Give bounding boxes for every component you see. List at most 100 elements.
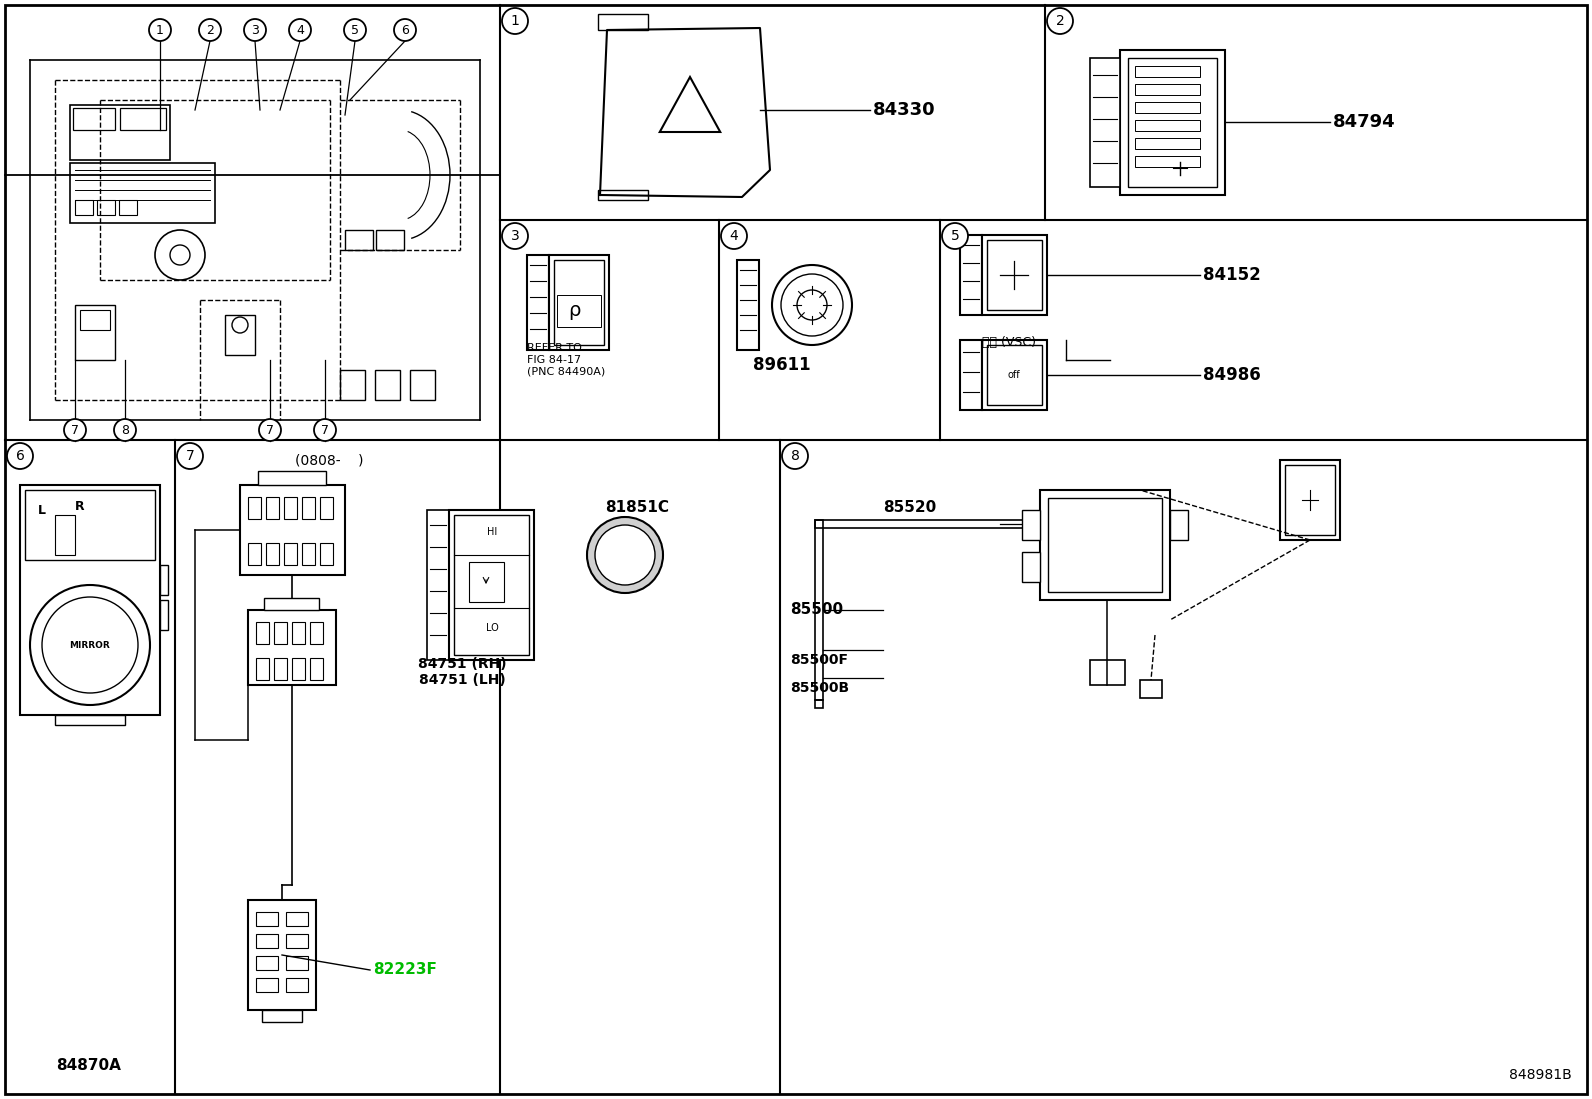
Bar [960, 340, 982, 410]
Circle shape [782, 443, 809, 469]
Bar [97, 200, 115, 215]
Text: 8: 8 [791, 449, 799, 463]
Bar [75, 306, 115, 360]
Text: 6: 6 [16, 449, 24, 463]
Text: 82223F: 82223F [373, 963, 436, 977]
Bar [960, 235, 982, 315]
Text: 84870A: 84870A [57, 1057, 121, 1073]
Bar [1129, 58, 1216, 187]
Text: 84794: 84794 [1333, 113, 1396, 131]
Bar [264, 598, 318, 610]
Text: (0808-    ): (0808- ) [295, 453, 363, 467]
Bar [376, 370, 400, 400]
Bar [310, 658, 323, 680]
Bar [56, 515, 75, 555]
Bar [75, 200, 92, 215]
Bar [256, 658, 269, 680]
Circle shape [64, 419, 86, 441]
Bar [411, 370, 435, 400]
Text: 85500F: 85500F [790, 653, 849, 667]
Circle shape [501, 8, 529, 34]
Bar [310, 622, 323, 644]
Bar [283, 543, 298, 565]
Text: 2: 2 [1055, 14, 1065, 27]
Circle shape [997, 257, 1032, 293]
Bar [1022, 510, 1040, 540]
Bar [1121, 49, 1224, 195]
Text: MIRROR: MIRROR [70, 641, 110, 650]
Bar [554, 260, 603, 345]
Bar [1040, 490, 1170, 600]
Bar [263, 1010, 302, 1022]
Text: 3: 3 [511, 229, 519, 243]
Bar [982, 235, 1048, 315]
Bar [1135, 102, 1200, 113]
Circle shape [1293, 482, 1328, 518]
Bar [291, 622, 306, 644]
Circle shape [501, 223, 529, 249]
Bar [737, 260, 759, 349]
Circle shape [1048, 8, 1073, 34]
Bar [256, 934, 279, 948]
Circle shape [393, 19, 416, 41]
Bar [1135, 138, 1200, 149]
Bar [266, 543, 279, 565]
Text: 7: 7 [72, 423, 80, 436]
Text: R: R [75, 500, 84, 513]
Bar [70, 163, 215, 223]
Bar [599, 14, 648, 30]
Bar [1135, 66, 1200, 77]
Text: 85520: 85520 [884, 500, 936, 515]
Bar [449, 510, 533, 660]
Bar [302, 497, 315, 519]
Text: 5: 5 [950, 229, 960, 243]
Bar [256, 622, 269, 644]
Bar [266, 497, 279, 519]
Bar [527, 255, 549, 349]
Text: 1: 1 [156, 23, 164, 36]
Bar [248, 900, 315, 1010]
Circle shape [259, 419, 282, 441]
Bar [549, 255, 610, 349]
Circle shape [942, 223, 968, 249]
Text: 1: 1 [511, 14, 519, 27]
Bar [291, 658, 306, 680]
Text: HI: HI [487, 528, 497, 537]
Bar [287, 934, 307, 948]
Text: 4: 4 [729, 229, 739, 243]
Text: REFER TO
FIG 84-17
(PNC 84490A): REFER TO FIG 84-17 (PNC 84490A) [527, 343, 605, 377]
Bar [345, 230, 373, 249]
Bar [283, 497, 298, 519]
Text: L: L [38, 503, 46, 517]
Bar [248, 497, 261, 519]
Text: 85500B: 85500B [790, 681, 849, 695]
Circle shape [314, 419, 336, 441]
Bar [1048, 498, 1162, 592]
Text: off: off [1008, 370, 1020, 380]
Bar [1091, 660, 1126, 685]
Circle shape [290, 19, 310, 41]
Text: 848981B: 848981B [1509, 1068, 1571, 1083]
Bar [470, 562, 505, 602]
Bar [73, 108, 115, 130]
Bar [256, 956, 279, 970]
Text: 3: 3 [252, 23, 259, 36]
Text: 85500: 85500 [790, 602, 844, 618]
Text: 7: 7 [322, 423, 330, 436]
Bar [987, 240, 1043, 310]
Bar [119, 108, 166, 130]
Circle shape [115, 419, 135, 441]
Bar [1280, 460, 1340, 540]
Circle shape [1169, 138, 1192, 162]
Text: 81851C: 81851C [605, 500, 669, 515]
Bar [341, 370, 365, 400]
Bar [287, 978, 307, 992]
Circle shape [30, 526, 49, 544]
Circle shape [595, 525, 654, 585]
Text: 89611: 89611 [753, 356, 810, 374]
Bar [302, 543, 315, 565]
Bar [320, 543, 333, 565]
Circle shape [177, 443, 204, 469]
Bar [1022, 552, 1040, 582]
Circle shape [154, 230, 205, 280]
